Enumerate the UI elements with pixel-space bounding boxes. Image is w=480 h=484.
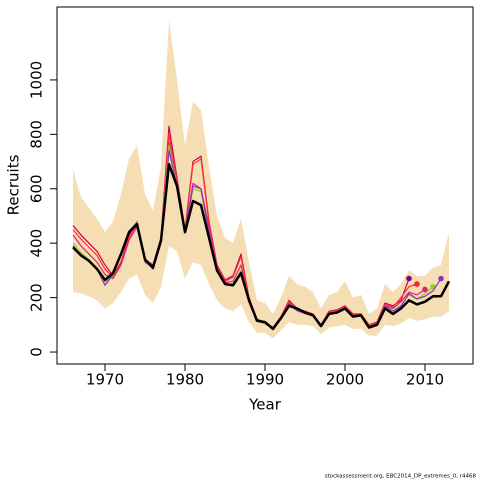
x-tick-label: 2000 [326, 371, 364, 389]
x-tick-label: 1980 [166, 371, 204, 389]
y-tick-label: 600 [28, 174, 46, 203]
x-tick-label: 1970 [86, 371, 124, 389]
x-axis-label: Year [248, 396, 282, 414]
series-endpoint [422, 286, 428, 293]
series-endpoint [406, 275, 412, 282]
confidence-band [73, 20, 449, 339]
y-tick-label: 1000 [28, 61, 46, 99]
y-tick-label: 400 [28, 229, 46, 258]
y-axis-label: Recruits [5, 154, 23, 215]
footnote: stockassessment.org, EBC2014_DP_extremes… [325, 474, 477, 480]
x-tick-label: 1990 [246, 371, 284, 389]
series-line [72, 163, 451, 331]
y-tick-label: 0 [28, 347, 46, 357]
x-tick-label: 2010 [406, 371, 444, 389]
y-tick-label: 800 [28, 120, 46, 149]
series-endpoint [438, 275, 444, 282]
series-endpoint [414, 281, 420, 287]
y-tick-label: 200 [28, 283, 46, 312]
